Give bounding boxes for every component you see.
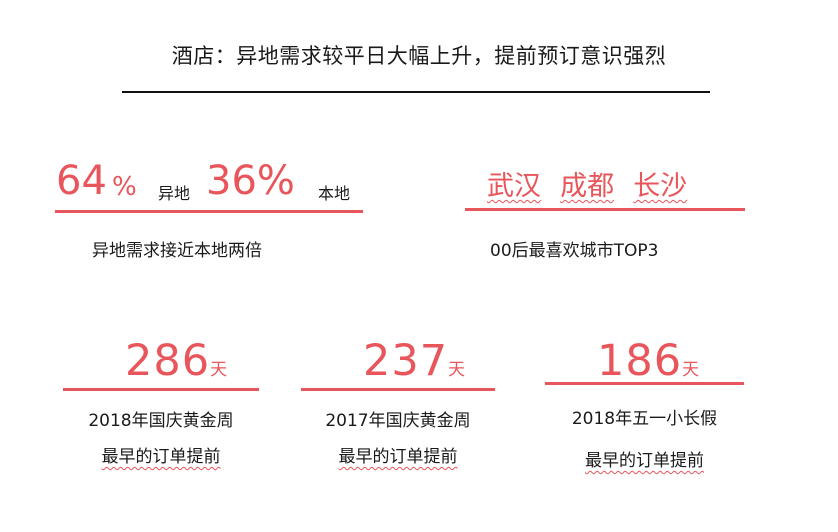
advance-caption-line1: 2018年国庆黄金周 bbox=[88, 411, 234, 431]
nonlocal-local-stat: 64 % 异地 36% 本地 bbox=[56, 158, 376, 208]
advance-days-value: 186 bbox=[597, 336, 683, 386]
advance-item-2017-national: 237天 2017年国庆黄金周 最早的订单提前 bbox=[301, 330, 495, 480]
advance-days-unit: 天 bbox=[448, 360, 466, 380]
advance-caption-line2: 最早的订单提前 bbox=[101, 447, 221, 467]
advance-caption-line2: 最早的订单提前 bbox=[585, 451, 704, 471]
cities-caption: 00后最喜欢城市TOP3 bbox=[490, 241, 659, 261]
cities-underline bbox=[465, 208, 745, 211]
advance-underline bbox=[63, 388, 259, 391]
nonlocal-label: 异地 bbox=[158, 184, 191, 203]
city-chengdu: 成都 bbox=[560, 171, 615, 202]
advance-underline bbox=[301, 388, 495, 391]
advance-caption-line2: 最早的订单提前 bbox=[338, 447, 458, 467]
advance-item-2018-mayday: 186天 2018年五一小长假 最早的订单提前 bbox=[545, 330, 744, 480]
city-list: 武汉 成都 长沙 bbox=[487, 164, 687, 204]
advance-caption-line1: 2017年国庆黄金周 bbox=[325, 411, 471, 431]
title-divider bbox=[122, 91, 710, 93]
advance-days-value: 286 bbox=[125, 336, 211, 386]
local-value: 36% bbox=[206, 158, 295, 204]
nonlocal-value: 64 bbox=[56, 158, 107, 204]
page-title: 酒店：异地需求较平日大幅上升，提前预订意识强烈 bbox=[171, 44, 667, 68]
advance-caption-line1: 2018年五一小长假 bbox=[571, 409, 718, 429]
advance-days-unit: 天 bbox=[210, 360, 228, 380]
local-label: 本地 bbox=[318, 184, 351, 203]
city-changsha: 长沙 bbox=[633, 171, 688, 202]
advance-days-value: 237 bbox=[363, 336, 449, 386]
nonlocal-percent-sign: % bbox=[112, 172, 137, 202]
stat-underline bbox=[55, 210, 363, 213]
advance-underline bbox=[545, 382, 744, 385]
advance-days-unit: 天 bbox=[682, 360, 700, 380]
ratio-caption: 异地需求接近本地两倍 bbox=[92, 241, 262, 261]
advance-item-2018-national: 286天 2018年国庆黄金周 最早的订单提前 bbox=[63, 330, 259, 480]
city-wuhan: 武汉 bbox=[487, 171, 541, 202]
